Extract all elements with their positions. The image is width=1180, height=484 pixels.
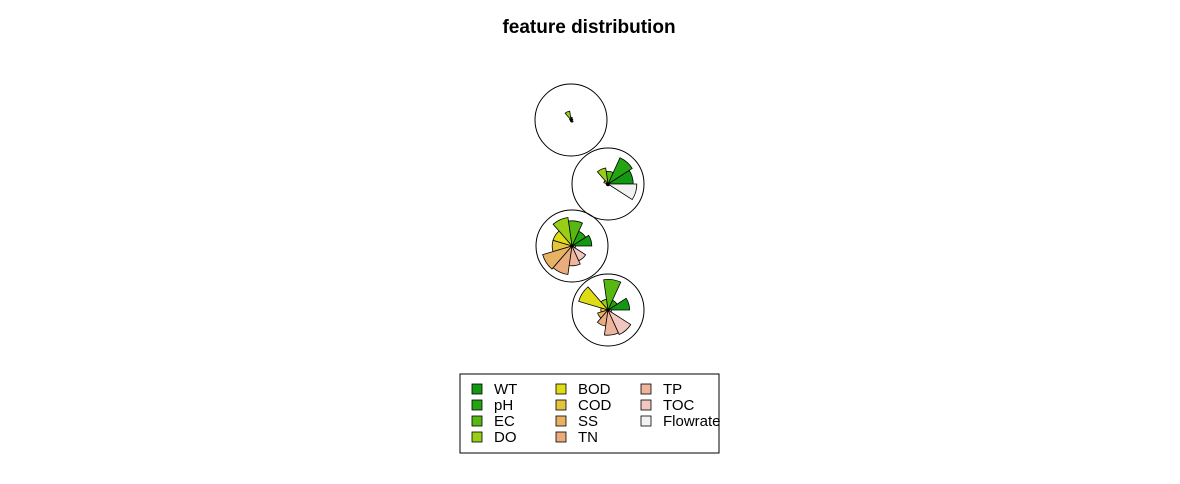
legend-item: Flowrate bbox=[640, 413, 721, 430]
star-observation-2 bbox=[571, 147, 645, 221]
segment-tn bbox=[552, 244, 573, 275]
legend-swatch bbox=[640, 399, 652, 411]
legend-swatch bbox=[471, 431, 483, 443]
legend-swatch bbox=[555, 415, 567, 427]
segment-toc bbox=[607, 308, 632, 336]
star-observation-3 bbox=[535, 209, 609, 283]
segment-wt bbox=[606, 297, 631, 311]
star-outline-circle bbox=[571, 273, 645, 347]
legend-label: BOD bbox=[578, 381, 611, 398]
legend-label: DO bbox=[494, 429, 517, 446]
segment-ss bbox=[542, 245, 574, 270]
legend-item: DO bbox=[471, 429, 517, 446]
star-outline-circle bbox=[534, 83, 608, 157]
legend-label: EC bbox=[494, 413, 515, 430]
segment-ph bbox=[607, 157, 633, 186]
legend-item: WT bbox=[471, 381, 517, 398]
legend-swatch bbox=[471, 383, 483, 395]
segment-tp bbox=[568, 244, 581, 267]
legend-item: TN bbox=[555, 429, 598, 446]
legend-item: pH bbox=[471, 397, 513, 414]
segment-flowrate bbox=[606, 309, 613, 313]
legend-item: COD bbox=[555, 397, 612, 414]
legend-box bbox=[459, 373, 720, 454]
segment-flowrate bbox=[606, 183, 638, 201]
segment-flowrate bbox=[570, 245, 577, 249]
legend-item: BOD bbox=[555, 381, 611, 398]
legend-swatch bbox=[471, 399, 483, 411]
segment-do bbox=[552, 217, 573, 248]
segment-toc bbox=[571, 244, 587, 262]
chart-title: feature distribution bbox=[502, 17, 675, 38]
legend-swatch bbox=[471, 415, 483, 427]
legend-swatch bbox=[555, 383, 567, 395]
star-outline-circle bbox=[535, 209, 609, 283]
segment-do bbox=[596, 167, 609, 186]
legend-label: WT bbox=[494, 381, 517, 398]
segment-flowrate bbox=[569, 119, 573, 122]
segment-bod bbox=[578, 286, 610, 311]
legend-label: pH bbox=[494, 397, 513, 414]
legend-swatch bbox=[640, 415, 652, 427]
legend-item: TP bbox=[640, 381, 682, 398]
legend-label: TN bbox=[578, 429, 598, 446]
legend-label: COD bbox=[578, 397, 612, 414]
segment-do bbox=[564, 110, 572, 122]
legend-label: TOC bbox=[663, 397, 695, 414]
star-observation-4 bbox=[571, 273, 645, 347]
segment-wt bbox=[570, 234, 593, 247]
legend-item: TOC bbox=[640, 397, 695, 414]
star-plots bbox=[534, 83, 645, 347]
legend-swatch bbox=[640, 383, 652, 395]
legend-item: EC bbox=[471, 413, 515, 430]
legend-label: SS bbox=[578, 413, 598, 430]
star-observation-1 bbox=[534, 83, 608, 157]
segment-ec bbox=[603, 279, 622, 312]
legend-label: TP bbox=[663, 381, 682, 398]
legend-label: Flowrate bbox=[663, 413, 721, 430]
legend-item: SS bbox=[555, 413, 598, 430]
star-outline-circle bbox=[571, 147, 645, 221]
legend-swatch bbox=[555, 399, 567, 411]
legend-swatch bbox=[555, 431, 567, 443]
segment-bod bbox=[603, 180, 610, 185]
